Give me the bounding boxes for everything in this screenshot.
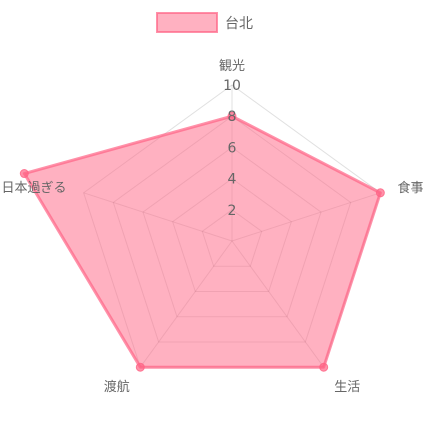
data-point[interactable]: [319, 362, 329, 372]
data-point[interactable]: [135, 362, 145, 372]
tick-label: 10: [223, 78, 241, 94]
axis-label: 生活: [334, 380, 360, 395]
legend-swatch[interactable]: [156, 12, 218, 33]
tick-labels: 2 4 6 8 10: [223, 78, 241, 219]
data-point[interactable]: [227, 111, 237, 121]
tick-label: 6: [228, 140, 237, 156]
tick-label: 4: [228, 172, 237, 188]
legend-label[interactable]: 台北: [225, 16, 253, 32]
data-point[interactable]: [375, 188, 385, 198]
axis-label: 観光: [219, 59, 245, 74]
axis-label: 日本過ぎる: [2, 181, 67, 196]
axis-label: 食事: [397, 180, 423, 196]
tick-label: 2: [228, 203, 237, 219]
tick-label: 8: [228, 109, 237, 125]
legend[interactable]: 台北: [156, 12, 253, 33]
dataset-layer: [19, 111, 385, 372]
axis-label: 渡航: [104, 379, 130, 395]
data-point[interactable]: [19, 169, 29, 179]
series-area: [22, 114, 382, 369]
